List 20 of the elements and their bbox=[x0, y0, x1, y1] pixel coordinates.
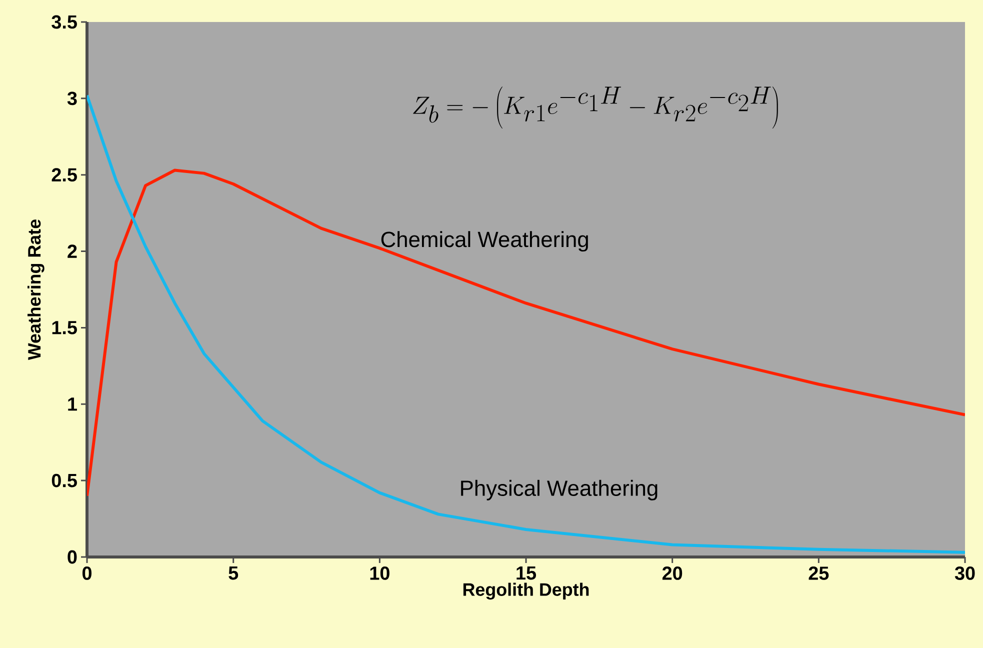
series-label: Chemical Weathering bbox=[381, 231, 588, 252]
y-tick-label: 3.5 bbox=[52, 15, 77, 29]
y-tick-label: 3 bbox=[67, 92, 77, 106]
x-tick-label: 0 bbox=[82, 566, 92, 580]
x-tick-label: 15 bbox=[516, 566, 536, 580]
x-tick-label: 25 bbox=[808, 566, 829, 580]
x-axis-title: Regolith Depth bbox=[463, 582, 589, 600]
y-tick-label: 0.5 bbox=[52, 474, 77, 488]
y-tick-label: 0 bbox=[68, 550, 77, 564]
annotation: $Z_b = -\left(K_{r1} e^{-c_1 H} - K_{r2} e^{-c_2 H}\right)$ bbox=[413, 86, 778, 129]
y-tick-label: 1 bbox=[68, 398, 77, 411]
y-tick-label: 2 bbox=[68, 244, 77, 258]
y-axis-title: Weathering Rate bbox=[28, 220, 44, 360]
y-tick-label: 2.5 bbox=[52, 168, 77, 182]
y-tick-label: 1.5 bbox=[52, 321, 77, 334]
series-label: Physical Weathering bbox=[461, 480, 658, 500]
x-tick-label: 30 bbox=[954, 566, 975, 580]
x-tick-label: 5 bbox=[228, 566, 238, 580]
x-tick-label: 20 bbox=[662, 566, 682, 580]
x-tick-label: 10 bbox=[370, 566, 390, 580]
